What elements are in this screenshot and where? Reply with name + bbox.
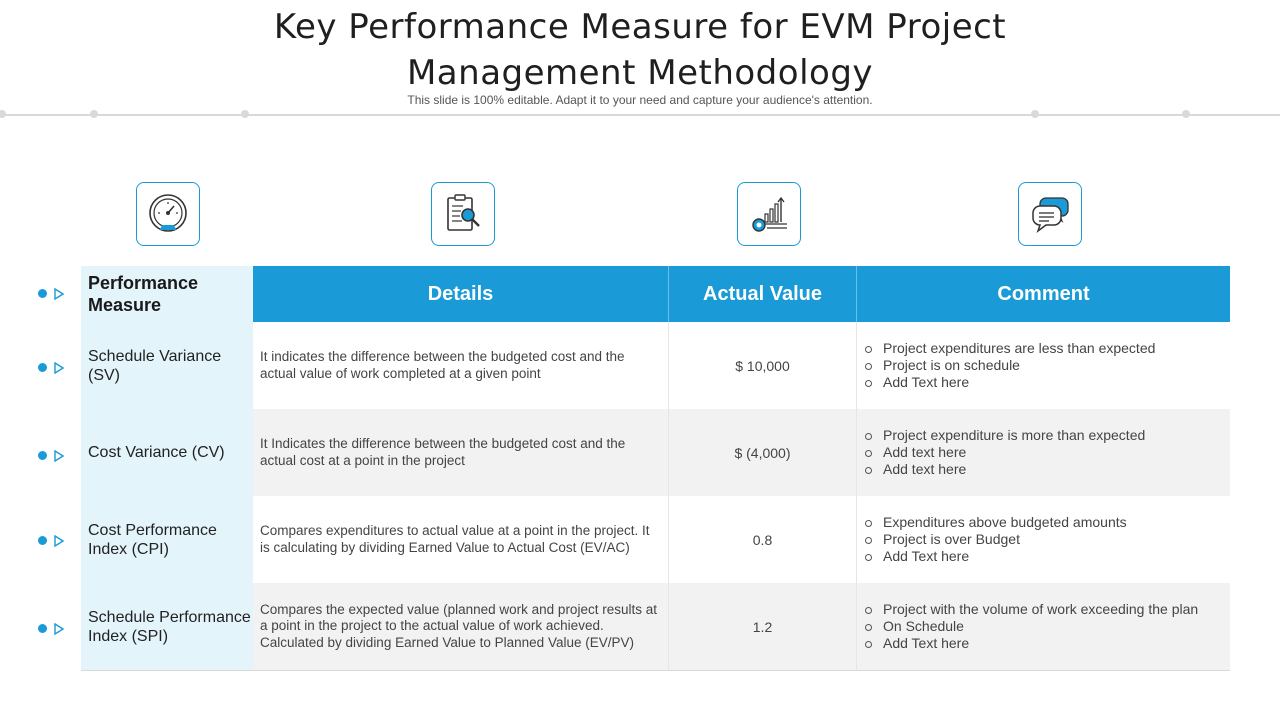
actual-value-cell: 0.8: [669, 496, 857, 583]
bullet-dot-icon: [38, 363, 47, 372]
play-triangle-icon: [54, 288, 64, 300]
measure-cell: Schedule Variance (SV): [81, 322, 253, 409]
comment-item: Project expenditures are less than expec…: [865, 340, 1155, 357]
speedometer-icon-box: [136, 182, 200, 246]
comment-cell: Project with the volume of work exceedin…: [857, 583, 1230, 670]
play-triangle-icon: [54, 450, 64, 462]
divider-dot: [241, 110, 249, 118]
comment-item: Add Text here: [865, 548, 1127, 565]
speedometer-icon: [149, 194, 187, 232]
comment-cell: Expenditures above budgeted amounts Proj…: [857, 496, 1230, 583]
comment-item: Project is on schedule: [865, 357, 1155, 374]
measure-cell: Schedule Performance Index (SPI): [81, 583, 253, 670]
clipboard-search-icon: [447, 194, 480, 231]
row-marker: [38, 288, 68, 300]
slide-title-line-2: Management Methodology: [406, 53, 874, 93]
comment-item: Add Text here: [865, 635, 1198, 652]
comment-list: Expenditures above budgeted amounts Proj…: [865, 514, 1127, 564]
header-actual-value: Actual Value: [669, 266, 857, 322]
table-bottom-border: [81, 670, 1230, 671]
details-cell: Compares the expected value (planned wor…: [253, 583, 669, 670]
header-comment: Comment: [857, 266, 1230, 322]
comment-item: Project with the volume of work exceedin…: [865, 601, 1198, 618]
table-row: Cost Variance (CV) It Indicates the diff…: [81, 409, 1230, 496]
header-divider: [0, 114, 1280, 116]
comment-list: Project expenditure is more than expecte…: [865, 427, 1145, 477]
bullet-dot-icon: [38, 536, 47, 545]
comment-item: Add text here: [865, 444, 1145, 461]
row-marker: [38, 450, 68, 462]
divider-dot: [1031, 110, 1039, 118]
chat-bubbles-icon: [1032, 197, 1069, 234]
comment-item: Expenditures above budgeted amounts: [865, 514, 1127, 531]
play-triangle-icon: [54, 362, 64, 374]
row-marker: [38, 623, 68, 635]
actual-value-cell: $ (4,000): [669, 409, 857, 496]
play-triangle-icon: [54, 535, 64, 547]
table-header-row: Performance Measure Details Actual Value…: [81, 266, 1230, 322]
growth-chart-icon-box: [737, 182, 801, 246]
bullet-dot-icon: [38, 624, 47, 633]
kpi-table: Performance Measure Details Actual Value…: [81, 266, 1230, 670]
comment-item: On Schedule: [865, 618, 1198, 635]
actual-value-cell: 1.2: [669, 583, 857, 670]
divider-dot: [0, 110, 6, 118]
measure-cell: Cost Variance (CV): [81, 409, 253, 496]
slide-title: Key Performance Measure for EVM Project …: [0, 4, 1280, 96]
row-marker: [38, 362, 68, 374]
comment-item: Add text here: [865, 461, 1145, 478]
table-row: Schedule Variance (SV) It indicates the …: [81, 322, 1230, 409]
comment-cell: Project expenditure is more than expecte…: [857, 409, 1230, 496]
bullet-dot-icon: [38, 451, 47, 460]
details-cell: It Indicates the difference between the …: [253, 409, 669, 496]
play-triangle-icon: [54, 623, 64, 635]
comment-item: Project expenditure is more than expecte…: [865, 427, 1145, 444]
details-cell: It indicates the difference between the …: [253, 322, 669, 409]
measure-cell: Cost Performance Index (CPI): [81, 496, 253, 583]
header-details: Details: [253, 266, 669, 322]
slide-title-line-1: Key Performance Measure for EVM Project: [273, 7, 1007, 47]
comment-cell: Project expenditures are less than expec…: [857, 322, 1230, 409]
growth-chart-icon: [752, 196, 787, 232]
actual-value-cell: $ 10,000: [669, 322, 857, 409]
chat-bubbles-icon-box: [1018, 182, 1082, 246]
row-marker: [38, 535, 68, 547]
clipboard-search-icon-box: [431, 182, 495, 246]
comment-list: Project expenditures are less than expec…: [865, 340, 1155, 390]
divider-dot: [1182, 110, 1190, 118]
slide-subtitle: This slide is 100% editable. Adapt it to…: [407, 93, 873, 107]
bullet-dot-icon: [38, 289, 47, 298]
comment-list: Project with the volume of work exceedin…: [865, 601, 1198, 651]
table-row: Schedule Performance Index (SPI) Compare…: [81, 583, 1230, 670]
divider-dot: [90, 110, 98, 118]
details-cell: Compares expenditures to actual value at…: [253, 496, 669, 583]
header-performance-measure: Performance Measure: [81, 266, 253, 322]
table-row: Cost Performance Index (CPI) Compares ex…: [81, 496, 1230, 583]
comment-item: Project is over Budget: [865, 531, 1127, 548]
comment-item: Add Text here: [865, 374, 1155, 391]
